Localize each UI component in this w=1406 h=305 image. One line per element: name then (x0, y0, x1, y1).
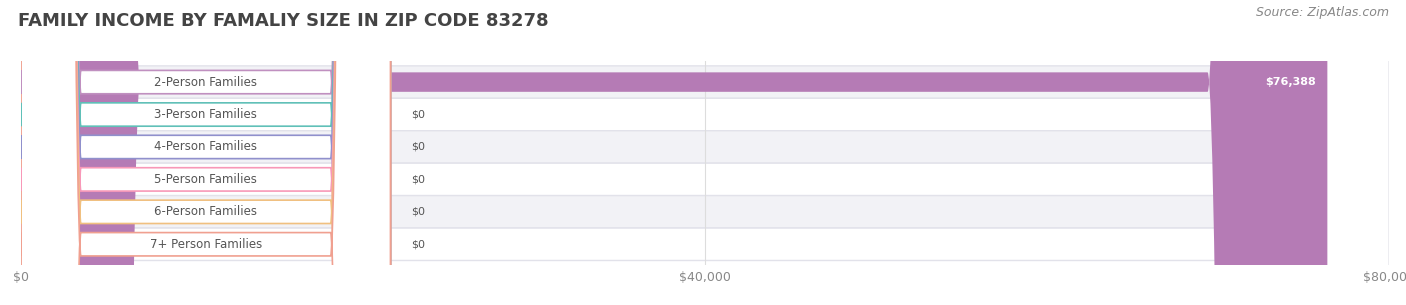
FancyBboxPatch shape (21, 0, 391, 305)
Text: $0: $0 (411, 239, 425, 249)
Text: $0: $0 (411, 207, 425, 217)
Text: 2-Person Families: 2-Person Families (155, 76, 257, 88)
Text: 7+ Person Families: 7+ Person Families (149, 238, 262, 251)
FancyBboxPatch shape (21, 0, 391, 305)
Text: $76,388: $76,388 (1265, 77, 1316, 87)
Text: 3-Person Families: 3-Person Families (155, 108, 257, 121)
FancyBboxPatch shape (21, 0, 1389, 305)
Text: 5-Person Families: 5-Person Families (155, 173, 257, 186)
FancyBboxPatch shape (21, 0, 391, 305)
FancyBboxPatch shape (21, 0, 391, 305)
FancyBboxPatch shape (21, 0, 1327, 305)
FancyBboxPatch shape (21, 0, 1389, 305)
Text: $0: $0 (411, 142, 425, 152)
Text: 6-Person Families: 6-Person Families (155, 205, 257, 218)
Text: Source: ZipAtlas.com: Source: ZipAtlas.com (1256, 6, 1389, 19)
Text: $0: $0 (411, 174, 425, 185)
FancyBboxPatch shape (21, 0, 391, 305)
Text: $0: $0 (411, 109, 425, 120)
Text: FAMILY INCOME BY FAMALIY SIZE IN ZIP CODE 83278: FAMILY INCOME BY FAMALIY SIZE IN ZIP COD… (18, 12, 548, 30)
FancyBboxPatch shape (21, 0, 1389, 305)
FancyBboxPatch shape (21, 0, 1389, 305)
FancyBboxPatch shape (21, 0, 1389, 305)
Text: 4-Person Families: 4-Person Families (155, 141, 257, 153)
FancyBboxPatch shape (21, 0, 391, 305)
FancyBboxPatch shape (21, 0, 1389, 305)
